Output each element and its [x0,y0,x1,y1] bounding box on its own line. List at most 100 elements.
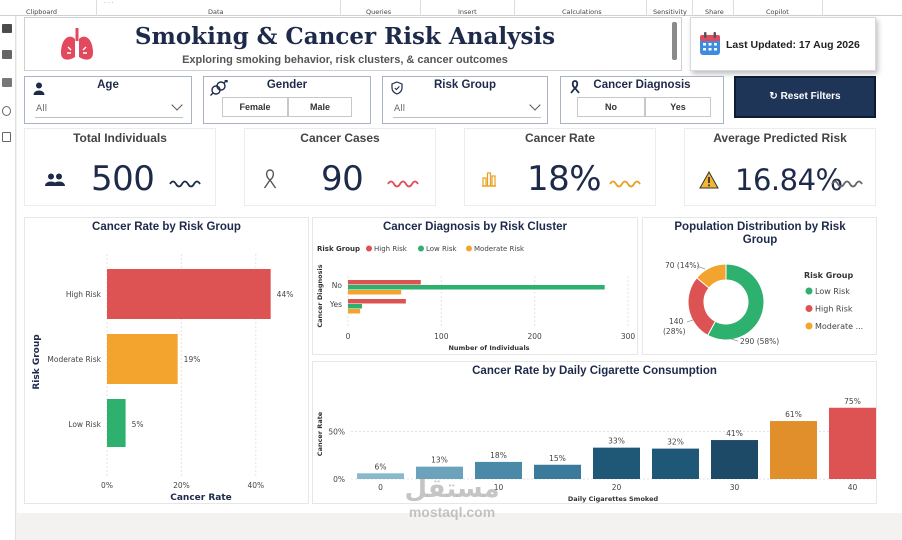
bar-25 [652,448,699,479]
legend-marker [805,322,813,330]
x-tick-label: 10 [494,483,504,492]
bar-40 [829,407,876,479]
people-icon [45,173,65,186]
ribbon-group-clipboard[interactable]: Clipboard [26,8,58,16]
legend-marker [466,245,472,252]
ribbon-group-share[interactable]: Share [705,8,724,16]
x-tick-label: 0% [101,481,113,490]
y-axis-label: Cancer Diagnosis [316,264,324,327]
chevron-down-icon [171,99,183,111]
legend-entry: High Risk [815,305,853,314]
kpi-title: Total Individuals [73,131,167,145]
watermark-latin: mostaql.com [408,504,496,520]
risk-cluster-bar-chart[interactable]: Risk Group High Risk Low Risk Moderate Risk… [313,218,639,356]
age-slicer: Age All [24,76,192,124]
y-tick-label: Yes [329,300,342,309]
ribbon-group-calculations[interactable]: Calculations [562,8,602,16]
ribbon-bar: · · · Clipboard Data Queries Insert Calc… [0,0,902,16]
ribbon-group-data[interactable]: Data [208,8,224,16]
page-subtitle: Exploring smoking behavior, risk cluster… [182,54,508,66]
gender-option-male[interactable]: Male [288,97,352,117]
age-dropdown[interactable]: All [35,98,183,118]
legend-entry: High Risk [374,245,408,253]
ribbon-icon [263,169,277,189]
tmdl-view-icon[interactable] [2,132,11,142]
title-scrollbar[interactable] [672,22,677,60]
last-updated-card: Last Updated: 17 Aug 2026 [690,17,876,71]
leader-line [686,319,694,323]
report-view-icon[interactable] [2,24,12,33]
y-axis-label: Cancer Rate [316,411,324,456]
legend-entry: Moderate ... [815,322,863,331]
bar-high-risk [107,269,271,319]
kpi-value: 18% [527,159,602,199]
ribbon-group-copilot[interactable]: Copilot [766,8,789,16]
data-label: 32% [667,438,684,447]
age-slicer-label: Age [97,79,119,91]
table-view-icon[interactable] [2,50,12,59]
bar-35 [770,421,817,479]
ribbon-group-sensitivity[interactable]: Sensitivity [653,8,687,16]
calendar-icon [700,32,720,55]
data-label: 41% [726,429,743,438]
chart-title: Cancer Rate by Risk Group [92,221,241,233]
kpi-title: Cancer Rate [524,131,596,145]
risk-group-slicer-label: Risk Group [434,79,496,91]
left-view-rail [0,16,16,540]
slice-1 [687,277,717,336]
x-tick-label: 100 [434,332,449,341]
kpi-cancer-cases: Cancer Cases 90 [244,128,436,206]
x-tick-label: 20 [612,483,622,492]
data-label: 15% [549,454,566,463]
x-tick-label: 0 [346,332,351,341]
ribbon-group-queries[interactable]: Queries [366,8,392,16]
diagnosis-option-yes[interactable]: Yes [645,97,711,117]
data-label: 61% [785,410,802,419]
x-tick-label: 40 [848,483,858,492]
lungs-icon [61,28,93,60]
diagnosis-option-no[interactable]: No [577,97,645,117]
bar-low-risk [107,399,126,447]
mostaql-watermark: مستقل mostaql.com [392,474,512,534]
x-tick-label: 0 [378,483,383,492]
risk-group-dropdown-value: All [394,104,406,114]
title-banner: Smoking & Cancer Risk Analysis Exploring… [24,17,682,71]
ribbon-group-insert[interactable]: Insert [458,8,477,16]
kpi-total-individuals: Total Individuals 500 [24,128,216,206]
y-tick-label: 0% [333,475,345,484]
legend-entry: Moderate Risk [474,245,525,253]
page-title: Smoking & Cancer Risk Analysis [134,23,556,50]
legend-marker [366,245,372,252]
data-label: (28%) [663,327,686,336]
last-updated-text: Last Updated: 17 Aug 2026 [726,39,860,51]
gender-option-female[interactable]: Female [222,97,288,117]
bar-moderate-risk [107,334,178,384]
bar-5 [416,466,463,479]
wave-icon [169,180,201,188]
legend-title: Risk Group [804,271,853,280]
x-axis-label: Cancer Rate [170,493,232,503]
slice-0 [707,263,765,341]
warning-icon [699,171,719,189]
data-label: 18% [490,451,507,460]
data-label: 70 (14%) [665,261,700,270]
leader-line [730,338,739,342]
cancer-diagnosis-slicer: Cancer Diagnosis No Yes [560,76,724,124]
dax-query-icon[interactable] [2,106,11,116]
risk-group-donut-chart[interactable]: 290 (58%) 140(28%) 70 (14%) Risk Group Low R… [643,218,878,356]
wave-icon [831,180,863,188]
kpi-title: Average Predicted Risk [713,131,847,145]
bar-yes-moderate-risk [348,309,361,314]
leader-line [696,265,706,270]
shield-icon [391,81,403,95]
model-view-icon[interactable] [2,78,12,87]
reset-filters-button[interactable]: ↻ Reset Filters [734,76,876,118]
risk-group-dropdown[interactable]: All [393,98,541,118]
risk-group-bar-chart[interactable]: High Risk 44% Moderate Risk 19% Low Risk 5% 0%… [25,218,310,505]
risk-group-slicer: Risk Group All [382,76,548,124]
cigarette-bar-chart[interactable]: 0% 50% 6% 13% 18% 15% 33% 32% 41% 61% 75% 0 10 20 30 40… [313,362,878,505]
x-axis-label: Number of Individuals [448,344,529,352]
kpi-value: 500 [91,159,155,199]
bar-0 [357,473,404,479]
gender-icon [210,80,228,96]
